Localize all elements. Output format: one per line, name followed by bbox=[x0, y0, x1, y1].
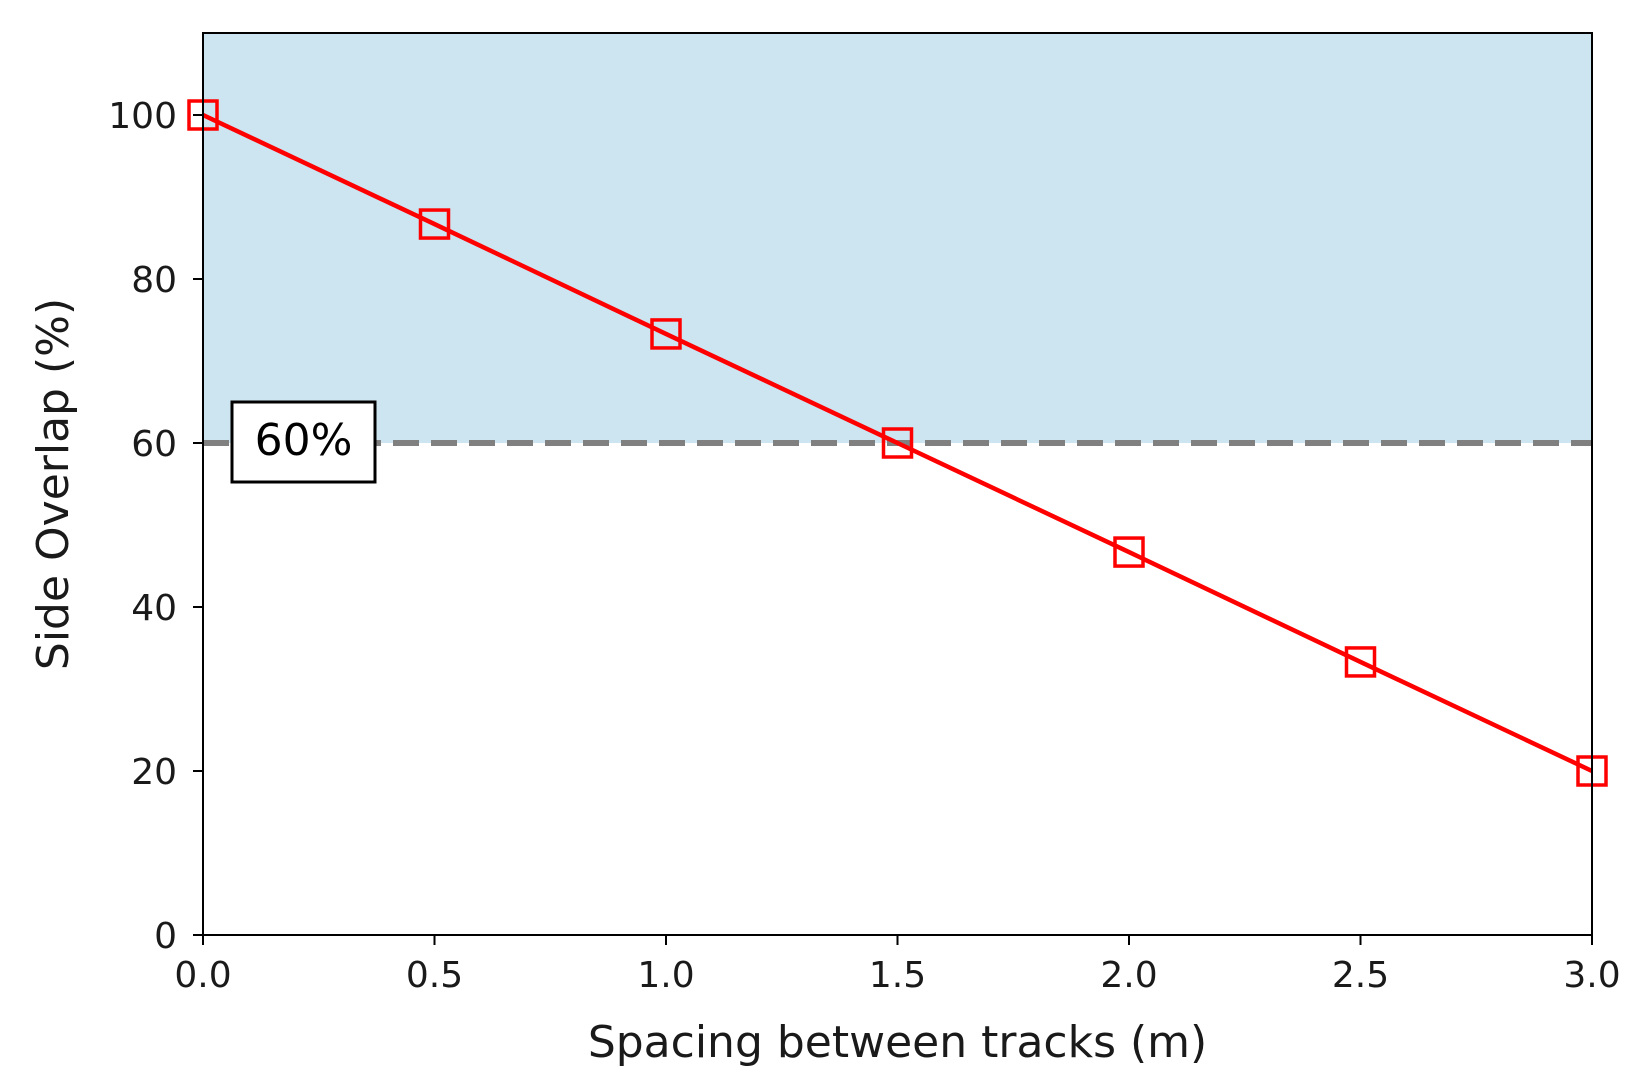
y-tick-label: 80 bbox=[131, 260, 177, 301]
x-tick-label: 2.5 bbox=[1332, 955, 1389, 996]
annotation-box bbox=[230, 400, 377, 484]
data-point bbox=[881, 427, 914, 459]
y-tick-label: 20 bbox=[131, 752, 177, 793]
x-ticks: 0.0 0.5 1.0 1.5 2.0 2.5 3.0 bbox=[174, 935, 1621, 996]
shaded-region bbox=[203, 33, 1592, 443]
data-point bbox=[650, 318, 682, 350]
y-tick-label: 40 bbox=[131, 588, 177, 629]
y-ticks: 0 20 40 60 80 100 bbox=[108, 96, 203, 957]
series-line bbox=[202, 112, 1593, 774]
x-tick-label: 2.0 bbox=[1100, 955, 1157, 996]
x-tick-label: 3.0 bbox=[1563, 955, 1620, 996]
data-point bbox=[1113, 536, 1145, 568]
y-tick-label: 100 bbox=[108, 96, 177, 137]
x-tick-label: 1.0 bbox=[637, 955, 694, 996]
data-point bbox=[1344, 646, 1377, 678]
x-tick-label: 0.5 bbox=[406, 955, 463, 996]
series-markers bbox=[187, 99, 1608, 787]
x-axis-label: Spacing between tracks (m) bbox=[588, 1017, 1207, 1068]
threshold-annotation: 60% bbox=[230, 400, 377, 484]
annotation-text: 60% bbox=[255, 415, 353, 466]
y-tick-label: 0 bbox=[154, 916, 177, 957]
y-tick-label: 60 bbox=[131, 424, 177, 465]
plot-frame bbox=[202, 32, 1593, 936]
data-point bbox=[418, 208, 451, 240]
x-tick-label: 0.0 bbox=[174, 955, 231, 996]
y-axis-label: Side Overlap (%) bbox=[28, 298, 79, 670]
x-tick-label: 1.5 bbox=[869, 955, 926, 996]
